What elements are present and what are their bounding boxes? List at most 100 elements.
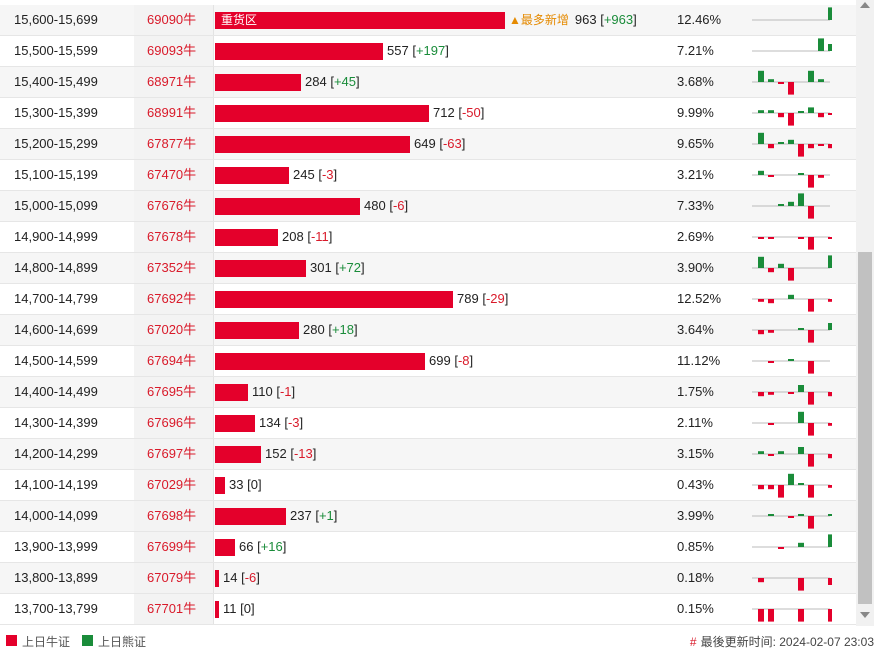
cbbc-code-link[interactable]: 67020牛 bbox=[147, 322, 197, 337]
cbbc-code-link[interactable]: 67676牛 bbox=[147, 198, 197, 213]
cbbc-code-link[interactable]: 67696牛 bbox=[147, 415, 197, 430]
volume-bar bbox=[215, 229, 278, 246]
hash-icon: # bbox=[689, 635, 697, 649]
cbbc-code-link[interactable]: 67470牛 bbox=[147, 167, 197, 182]
price-range: 14,200-14,299 bbox=[14, 446, 98, 461]
percentage: 3.99% bbox=[677, 508, 714, 523]
volume-change: +963 bbox=[603, 12, 634, 27]
sparkline-bar bbox=[798, 144, 804, 157]
percentage: 12.52% bbox=[677, 291, 722, 306]
sparkline-bar bbox=[768, 609, 774, 622]
volume-bar bbox=[215, 198, 360, 215]
sparkline-bar bbox=[828, 392, 832, 397]
sparkline-bar bbox=[798, 328, 804, 330]
trend-sparkline bbox=[752, 132, 832, 157]
volume-text: 110 [-1] bbox=[252, 384, 296, 399]
sparkline-bar bbox=[768, 361, 774, 363]
scroll-thumb[interactable] bbox=[858, 252, 872, 604]
trend-sparkline bbox=[752, 385, 832, 405]
sparkline-bar bbox=[828, 44, 832, 51]
cbbc-code-link[interactable]: 68971牛 bbox=[147, 74, 197, 89]
cbbc-code-link[interactable]: 67699牛 bbox=[147, 539, 197, 554]
code-column-bg bbox=[134, 160, 214, 190]
percentage: 11.12% bbox=[677, 353, 721, 368]
trend-sparkline bbox=[752, 473, 832, 498]
volume-text: 301 [+72] bbox=[310, 260, 365, 275]
bull-legend-swatch bbox=[6, 635, 17, 646]
sparkline-bar bbox=[758, 451, 764, 454]
sparkline-bar bbox=[828, 423, 832, 426]
code-column-bg bbox=[134, 191, 214, 221]
vertical-scrollbar[interactable] bbox=[856, 0, 874, 626]
code-column-bg bbox=[134, 532, 214, 562]
code-column-bg bbox=[134, 594, 214, 624]
cbbc-code-link[interactable]: 67701牛 bbox=[147, 601, 197, 616]
code-column-bg bbox=[134, 5, 214, 35]
code-column-bg bbox=[134, 439, 214, 469]
volume-value: 284 bbox=[305, 74, 327, 89]
code-column-bg bbox=[134, 284, 214, 314]
volume-text: 649 [-63] bbox=[414, 136, 466, 151]
cbbc-distribution-table: 15,600-15,699 69090牛 重货区 ▲最多新增 963 [+963] 12.… bbox=[0, 5, 856, 625]
sparkline-bar bbox=[788, 201, 794, 206]
bull-legend-label: 上日牛证 bbox=[22, 635, 71, 649]
cbbc-code-link[interactable]: 67029牛 bbox=[147, 477, 197, 492]
table-row: 13,700-13,799 67701牛 11 [0] 0.15% bbox=[0, 594, 856, 625]
sparkline-bar bbox=[818, 144, 824, 146]
sparkline-bar bbox=[798, 447, 804, 454]
scroll-down-arrow-icon[interactable] bbox=[860, 612, 870, 618]
sparkline-bar bbox=[758, 609, 764, 622]
cbbc-code-link[interactable]: 67697牛 bbox=[147, 446, 197, 461]
volume-change: 0 bbox=[243, 601, 251, 616]
cbbc-code-link[interactable]: 69093牛 bbox=[147, 43, 197, 58]
code-column-bg bbox=[134, 222, 214, 252]
sparkline-bar bbox=[828, 255, 832, 268]
trend-sparkline bbox=[752, 107, 832, 126]
volume-bar bbox=[215, 105, 429, 122]
cbbc-code-link[interactable]: 67352牛 bbox=[147, 260, 197, 275]
price-range: 13,700-13,799 bbox=[14, 601, 98, 616]
sparkline-bar bbox=[828, 578, 832, 585]
sparkline-bar bbox=[788, 139, 794, 144]
cbbc-code-link[interactable]: 68991牛 bbox=[147, 105, 197, 120]
volume-value: 480 bbox=[364, 198, 386, 213]
table-row: 15,500-15,599 69093牛 557 [+197] 7.21% bbox=[0, 36, 856, 67]
cbbc-code-link[interactable]: 67695牛 bbox=[147, 384, 197, 399]
scroll-up-arrow-icon[interactable] bbox=[860, 2, 870, 8]
price-range: 14,700-14,799 bbox=[14, 291, 98, 306]
table-row: 15,000-15,099 67676牛 480 [-6] 7.33% bbox=[0, 191, 856, 222]
cbbc-code-link[interactable]: 67079牛 bbox=[147, 570, 197, 585]
volume-change: -6 bbox=[392, 198, 405, 213]
price-range: 15,400-15,499 bbox=[14, 74, 98, 89]
volume-value: 301 bbox=[310, 260, 332, 275]
cbbc-code-link[interactable]: 67877牛 bbox=[147, 136, 197, 151]
sparkline-bar bbox=[808, 516, 814, 529]
volume-text: 208 [-11] bbox=[282, 229, 333, 244]
volume-text: 134 [-3] bbox=[259, 415, 304, 430]
trend-sparkline bbox=[752, 170, 830, 188]
sparkline-bar bbox=[798, 237, 804, 239]
volume-value: 14 bbox=[223, 570, 238, 585]
sparkline-bar bbox=[828, 514, 832, 516]
cbbc-code-link[interactable]: 67678牛 bbox=[147, 229, 197, 244]
percentage: 3.64% bbox=[677, 322, 714, 337]
sparkline-bar bbox=[788, 473, 794, 485]
price-range: 14,500-14,599 bbox=[14, 353, 98, 368]
bear-legend-label: 上日熊证 bbox=[98, 635, 147, 649]
sparkline-bar bbox=[778, 263, 784, 268]
sparkline-bar bbox=[828, 323, 832, 330]
cbbc-code-link[interactable]: 69090牛 bbox=[147, 12, 197, 27]
code-column-bg bbox=[134, 36, 214, 66]
cbbc-code-link[interactable]: 67692牛 bbox=[147, 291, 197, 306]
cbbc-code-link[interactable]: 67698牛 bbox=[147, 508, 197, 523]
percentage: 9.65% bbox=[677, 136, 714, 151]
sparkline-bar bbox=[818, 175, 824, 178]
percentage: 3.90% bbox=[677, 260, 714, 275]
trend-sparkline bbox=[752, 193, 830, 219]
sparkline-bar bbox=[758, 70, 764, 82]
sparkline-bar bbox=[808, 330, 814, 343]
cbbc-code-link[interactable]: 67694牛 bbox=[147, 353, 197, 368]
sparkline-bar bbox=[778, 451, 784, 454]
sparkline-bar bbox=[798, 173, 804, 175]
percentage: 2.69% bbox=[677, 229, 714, 244]
